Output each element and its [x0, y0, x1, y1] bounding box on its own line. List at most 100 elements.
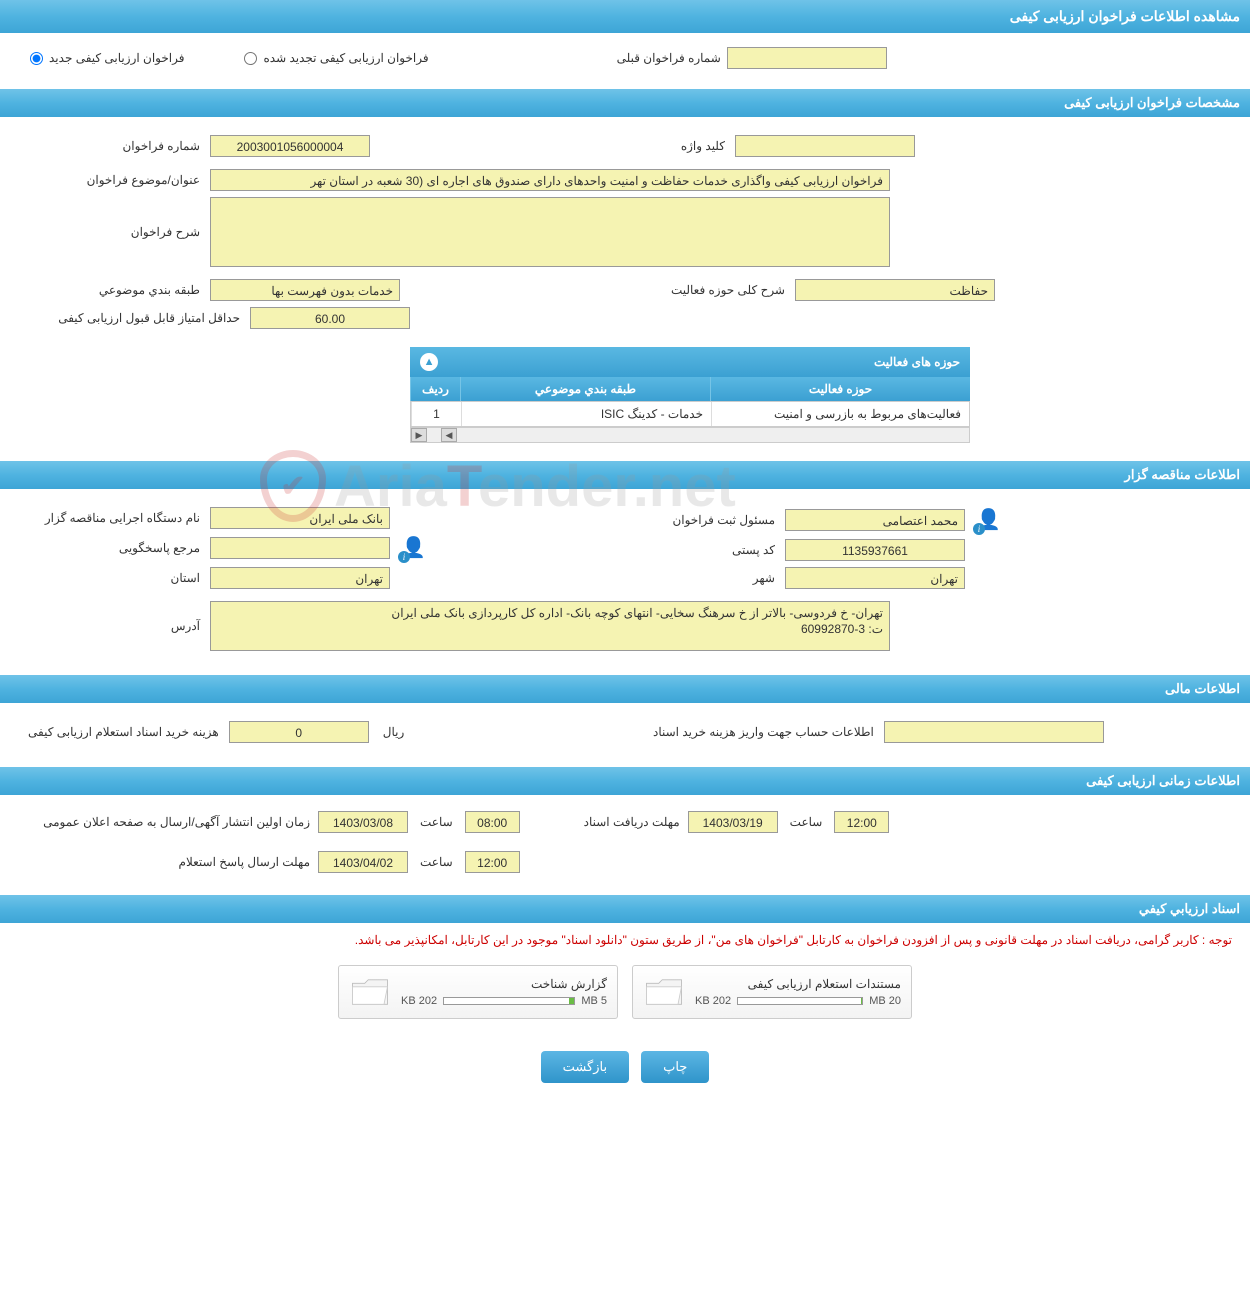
folder-icon — [643, 974, 685, 1010]
scroll-left-icon[interactable]: ◀ — [441, 428, 457, 442]
spec-band: مشخصات فراخوان ارزیابی کیفی — [0, 89, 1250, 117]
row-idx: 1 — [411, 402, 461, 426]
receive-deadline-date: 1403/03/19 — [688, 811, 778, 833]
docs-row: گزارش شناخت 202 KB 5 MB مستندات استعلام … — [0, 957, 1250, 1027]
radio-new-call[interactable] — [30, 52, 43, 65]
reply-deadline-date: 1403/04/02 — [318, 851, 408, 873]
org-value: بانک ملی ایران — [210, 507, 390, 529]
col-idx-header: ردیف — [410, 377, 460, 401]
doc-card[interactable]: گزارش شناخت 202 KB 5 MB — [338, 965, 618, 1019]
print-button[interactable]: چاپ — [641, 1051, 709, 1083]
call-title-value: فراخوان ارزیابی کیفی واگذاری خدمات حفاظت… — [210, 169, 890, 191]
prev-number-field — [727, 47, 887, 69]
doc-cap: 5 MB — [581, 995, 607, 1007]
col-act-header: حوزه فعالیت — [710, 377, 970, 401]
person-info-icon[interactable] — [400, 535, 426, 561]
reply-deadline-label: مهلت ارسال پاسخ استعلام — [30, 855, 310, 869]
page-title-band: مشاهده اطلاعات فراخوان ارزیابی کیفی — [0, 0, 1250, 33]
cost-value: 0 — [229, 721, 369, 743]
account-value — [884, 721, 1104, 743]
responder-value — [210, 537, 390, 559]
radio-renew-label: فراخوان ارزیابی کیفی تجدید شده — [263, 51, 428, 65]
hour-label: ساعت — [416, 815, 457, 829]
doc-card[interactable]: مستندات استعلام ارزیابی کیفی 202 KB 20 M… — [632, 965, 912, 1019]
finance-band-title: اطلاعات مالی — [1165, 681, 1240, 696]
activity-panel-header: حوزه های فعالیت ▲ — [410, 347, 970, 377]
call-number-label: شماره فراخوان — [20, 139, 200, 153]
activity-panel-title: حوزه های فعالیت — [874, 355, 960, 369]
docs-band-title: اسناد ارزیابي کیفي — [1139, 901, 1240, 916]
keyword-label: کلید واژه — [645, 139, 725, 153]
docs-notice: توجه : کاربر گرامی، دریافت اسناد در مهلت… — [0, 923, 1250, 957]
tenderer-section: نام دستگاه اجرایی مناقصه گزار بانک ملی ا… — [0, 489, 1250, 669]
spec-section: شماره فراخوان 2003001056000004 کلید واژه… — [0, 117, 1250, 455]
col-cat-header: طبقه بندي موضوعي — [460, 377, 710, 401]
keyword-value — [735, 135, 915, 157]
activity-panel: حوزه های فعالیت ▲ ردیف طبقه بندي موضوعي … — [410, 347, 970, 443]
docs-band: اسناد ارزیابي کیفي — [0, 895, 1250, 923]
page-title: مشاهده اطلاعات فراخوان ارزیابی کیفی — [1010, 8, 1240, 24]
doc-progress-bar — [443, 997, 575, 1005]
timing-section: زمان اولین انتشار آگهی/ارسال به صفحه اعل… — [0, 795, 1250, 889]
doc-cap: 20 MB — [869, 995, 901, 1007]
address-value: تهران- خ فردوسی- بالاتر از خ سرهنگ سخایی… — [210, 601, 890, 651]
radio-new-label: فراخوان ارزیابی کیفی جدید — [49, 51, 184, 65]
publish-label: زمان اولین انتشار آگهی/ارسال به صفحه اعل… — [30, 815, 310, 829]
call-number-value: 2003001056000004 — [210, 135, 370, 157]
province-label: استان — [20, 571, 200, 585]
city-label: شهر — [645, 571, 775, 585]
person-info-icon[interactable] — [975, 507, 1001, 533]
category-value: خدمات بدون فهرست بها — [210, 279, 400, 301]
row-cat: خدمات - کدینگ ISIC — [461, 402, 711, 426]
receive-deadline-label: مهلت دریافت اسناد — [550, 815, 680, 829]
timing-band-title: اطلاعات زمانی ارزیابی کیفی — [1086, 773, 1240, 788]
finance-section: هزینه خرید اسناد استعلام ارزیابی کیفی 0 … — [0, 703, 1250, 761]
publish-time: 08:00 — [465, 811, 520, 833]
collapse-icon[interactable]: ▲ — [420, 353, 438, 371]
radio-renew-call[interactable] — [244, 52, 257, 65]
receive-deadline-time: 12:00 — [834, 811, 889, 833]
cost-label: هزینه خرید اسناد استعلام ارزیابی کیفی — [20, 725, 219, 739]
timing-band: اطلاعات زمانی ارزیابی کیفی — [0, 767, 1250, 795]
category-label: طبقه بندي موضوعي — [20, 283, 200, 297]
doc-progress-bar — [737, 997, 863, 1005]
button-row: چاپ بازگشت — [0, 1027, 1250, 1093]
registrar-label: مسئول ثبت فراخوان — [645, 513, 775, 527]
cost-unit: ریال — [379, 725, 409, 739]
activity-table-head: ردیف طبقه بندي موضوعي حوزه فعالیت — [410, 377, 970, 401]
tenderer-band: اطلاعات مناقصه گزار — [0, 461, 1250, 489]
responder-label: مرجع پاسخگویی — [20, 541, 200, 555]
call-title-label: عنوان/موضوع فراخوان — [20, 173, 200, 187]
min-score-label: حداقل امتیاز قابل قبول ارزیابی کیفی — [20, 311, 240, 325]
spec-band-title: مشخصات فراخوان ارزیابی کیفی — [1064, 95, 1240, 110]
call-desc-value — [210, 197, 890, 267]
tenderer-band-title: اطلاعات مناقصه گزار — [1125, 467, 1240, 482]
table-row: 1 خدمات - کدینگ ISIC فعالیت‌های مربوط به… — [411, 402, 969, 426]
doc-size: 202 KB — [695, 995, 731, 1007]
hour-label: ساعت — [416, 855, 457, 869]
min-score-value: 60.00 — [250, 307, 410, 329]
address-label: آدرس — [20, 619, 200, 633]
registrar-value: محمد اعتصامی — [785, 509, 965, 531]
back-button[interactable]: بازگشت — [541, 1051, 629, 1083]
postal-value: 1135937661 — [785, 539, 965, 561]
org-label: نام دستگاه اجرایی مناقصه گزار — [20, 511, 200, 525]
postal-label: کد پستی — [645, 543, 775, 557]
scroll-right-icon[interactable]: ▶ — [411, 428, 427, 442]
folder-icon — [349, 974, 391, 1010]
city-value: تهران — [785, 567, 965, 589]
hour-label: ساعت — [786, 815, 827, 829]
call-type-row: فراخوان ارزیابی کیفی جدید فراخوان ارزیاب… — [0, 33, 1250, 83]
doc-title: گزارش شناخت — [401, 977, 607, 991]
doc-title: مستندات استعلام ارزیابی کیفی — [695, 977, 901, 991]
reply-deadline-time: 12:00 — [465, 851, 520, 873]
publish-date: 1403/03/08 — [318, 811, 408, 833]
horizontal-scrollbar[interactable]: ◀ ▶ — [410, 427, 970, 443]
finance-band: اطلاعات مالی — [0, 675, 1250, 703]
doc-progress-fill — [569, 998, 574, 1004]
scope-value: حفاظت — [795, 279, 995, 301]
doc-size: 202 KB — [401, 995, 437, 1007]
prev-number-label: شماره فراخوان قبلی — [609, 51, 721, 65]
doc-progress-fill — [861, 998, 862, 1004]
activity-table-body: 1 خدمات - کدینگ ISIC فعالیت‌های مربوط به… — [410, 401, 970, 427]
